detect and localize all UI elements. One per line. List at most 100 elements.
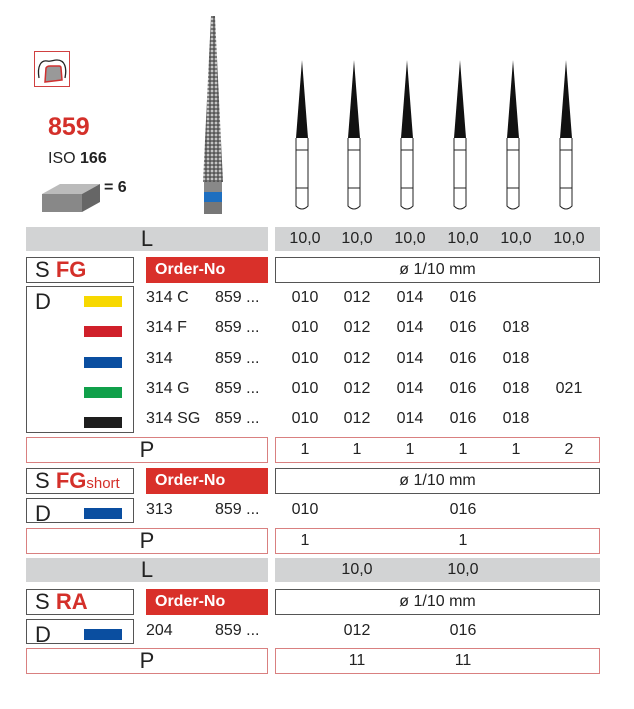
length-value: 10,0 (394, 230, 426, 247)
product-code: 314 SG (146, 410, 201, 428)
shank-s-label: S (35, 468, 50, 493)
shank-type: S RA (26, 589, 134, 615)
size-value: 012 (343, 410, 371, 428)
size-value: 012 (343, 379, 371, 397)
order-no-header: Order-No (146, 589, 268, 615)
order-no-header: Order-No (146, 257, 268, 283)
figure-number: 859 ... (215, 319, 260, 337)
size-value: 010 (291, 501, 319, 518)
pack-value: 11 (454, 652, 472, 669)
shank-name: RA (55, 589, 88, 614)
figure-number: 859 ... (215, 349, 260, 367)
figure-number: 859 ... (215, 622, 260, 639)
shank-suffix: short (86, 475, 120, 492)
pack-value: 1 (458, 532, 468, 549)
color-code-swatch (84, 417, 122, 429)
size-value: 010 (291, 289, 319, 306)
size-value: 016 (449, 501, 477, 518)
product-code: 314 C (146, 289, 189, 306)
size-value: 016 (449, 349, 477, 367)
pack-label: P (26, 437, 268, 463)
size-value: 012 (343, 319, 371, 337)
pack-value: 11 (348, 652, 366, 669)
product-code: 204 (146, 622, 173, 639)
product-code: 314 F (146, 319, 187, 337)
package-quantity: = 6 (104, 179, 127, 196)
size-value: 014 (396, 349, 424, 367)
size-value: 012 (343, 622, 371, 639)
size-value: 021 (555, 379, 583, 397)
product-code: 314 G (146, 379, 190, 397)
size-value: 014 (396, 319, 424, 337)
length-row (275, 558, 600, 582)
bur-drawing (400, 60, 414, 210)
diameter-header: ø 1/10 mm (275, 468, 600, 494)
size-value: 016 (449, 289, 477, 306)
size-value: 010 (291, 379, 319, 397)
length-row (275, 227, 600, 251)
length-value: 10,0 (447, 561, 479, 578)
product-code: 314 (146, 349, 173, 367)
bur-drawing (347, 60, 361, 210)
size-value: 010 (291, 349, 319, 367)
size-value: 014 (396, 379, 424, 397)
size-value: 010 (291, 319, 319, 337)
color-code-swatch (84, 508, 122, 519)
shank-s-label: S (35, 589, 50, 614)
length-label: L (26, 558, 268, 582)
figure-number: 859 ... (215, 379, 260, 397)
size-value: 010 (291, 410, 319, 428)
size-value: 018 (502, 410, 530, 428)
bur-drawing (295, 60, 309, 210)
d-label: D (26, 286, 134, 433)
size-value: 016 (449, 410, 477, 428)
size-value: 014 (396, 410, 424, 428)
order-no-header: Order-No (146, 468, 268, 494)
length-label: L (26, 227, 268, 251)
pack-value: 1 (300, 532, 310, 549)
bur-drawing (559, 60, 573, 210)
product-code: 313 (146, 501, 173, 518)
pack-row (275, 528, 600, 554)
pack-value: 1 (458, 441, 468, 458)
pack-row (275, 648, 600, 674)
size-value: 018 (502, 379, 530, 397)
length-value: 10,0 (341, 561, 373, 578)
figure-number: 859 ... (215, 501, 260, 518)
length-value: 10,0 (289, 230, 321, 247)
iso-label: ISO (48, 150, 76, 167)
pack-label: P (26, 648, 268, 674)
color-code-swatch (84, 629, 122, 640)
figure-number: 859 ... (215, 410, 260, 428)
figure-number: 859 ... (215, 289, 260, 306)
length-value: 10,0 (500, 230, 532, 247)
length-value: 10,0 (553, 230, 585, 247)
diameter-header: ø 1/10 mm (275, 257, 600, 283)
shank-name: FG (55, 257, 87, 282)
shank-type: S FG (26, 257, 134, 283)
diameter-header: ø 1/10 mm (275, 589, 600, 615)
bur-size-drawings (295, 60, 573, 210)
model-number: 859 (48, 113, 90, 141)
diamond-bur-image (203, 16, 223, 214)
size-value: 018 (502, 349, 530, 367)
bur-drawing (506, 60, 520, 210)
pack-value: 1 (300, 441, 310, 458)
iso-value: 166 (80, 150, 107, 167)
color-code-swatch (84, 356, 122, 368)
package-icon (42, 184, 100, 212)
size-value: 014 (396, 289, 424, 306)
bur-drawing (453, 60, 467, 210)
color-code-swatch (84, 386, 122, 398)
shank-name: FG (55, 468, 87, 493)
shank-type: S FGshort (26, 468, 134, 494)
size-value: 016 (449, 319, 477, 337)
pack-value: 1 (405, 441, 415, 458)
color-code-swatch (84, 326, 122, 338)
size-value: 012 (343, 289, 371, 306)
crown-preparation-icon (34, 51, 70, 87)
pack-row (275, 437, 600, 463)
size-value: 012 (343, 349, 371, 367)
iso-number: ISO 166 (48, 150, 107, 168)
color-code-swatch (84, 296, 122, 307)
